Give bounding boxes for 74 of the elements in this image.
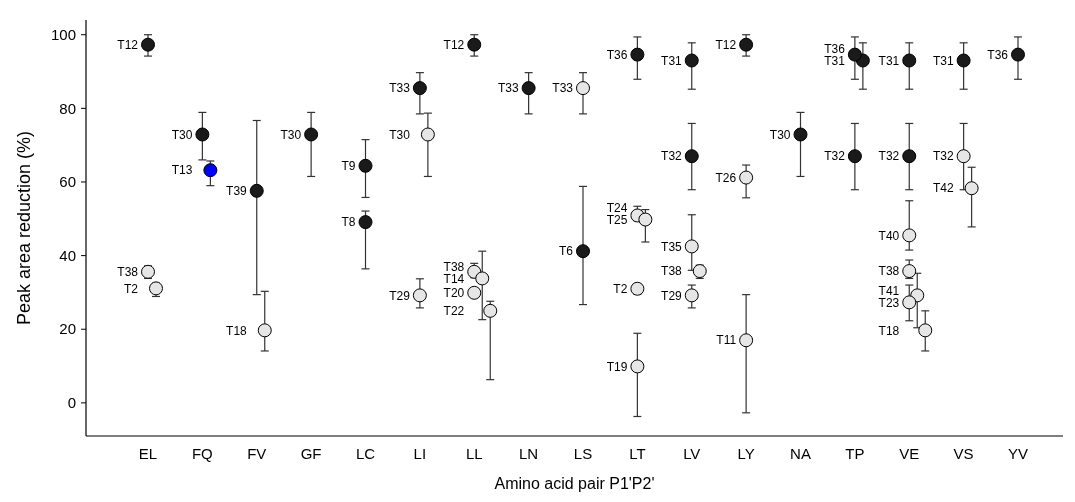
x-tick-label: LL bbox=[465, 445, 483, 462]
data-label: T30 bbox=[171, 127, 193, 142]
data-label: T33 bbox=[497, 81, 519, 96]
x-tick-label: LI bbox=[413, 445, 427, 462]
x-tick-label: LY bbox=[737, 445, 755, 462]
data-label: T19 bbox=[606, 359, 628, 374]
data-label: T33 bbox=[389, 81, 411, 96]
x-tick-label: VS bbox=[953, 445, 974, 462]
data-label: T2 bbox=[123, 281, 139, 296]
x-tick-label: LN bbox=[519, 445, 539, 462]
data-label: T36 bbox=[824, 41, 846, 56]
data-label: T29 bbox=[661, 288, 683, 303]
x-tick-label: LS bbox=[573, 445, 593, 462]
data-label: T30 bbox=[280, 127, 302, 142]
data-label: T30 bbox=[769, 127, 791, 142]
x-tick-label: EL bbox=[138, 445, 158, 462]
x-tick-label: LV bbox=[683, 445, 701, 462]
data-label: T20 bbox=[443, 285, 465, 300]
data-label: T39 bbox=[226, 184, 248, 199]
data-label: T18 bbox=[226, 323, 248, 338]
data-label: T14 bbox=[443, 271, 465, 286]
data-label: T26 bbox=[715, 170, 737, 185]
data-label: T11 bbox=[716, 333, 737, 348]
data-label: T32 bbox=[878, 149, 900, 164]
y-tick-label: 100 bbox=[50, 25, 76, 43]
data-label: T31 bbox=[932, 53, 954, 68]
data-label: T31 bbox=[824, 53, 846, 68]
data-label: T38 bbox=[117, 265, 139, 280]
data-label: T6 bbox=[558, 244, 574, 259]
data-label: T29 bbox=[389, 288, 411, 303]
data-label: T31 bbox=[661, 53, 683, 68]
data-label: T2 bbox=[613, 281, 628, 296]
data-label: T25 bbox=[606, 212, 628, 227]
data-label: T31 bbox=[878, 53, 900, 68]
y-tick-label: 20 bbox=[59, 320, 76, 338]
data-label: T12 bbox=[715, 37, 737, 52]
y-tick-label: 40 bbox=[59, 246, 76, 264]
data-label: T23 bbox=[878, 295, 900, 310]
x-tick-label: GF bbox=[300, 445, 322, 462]
x-tick-label: TP bbox=[845, 445, 865, 462]
data-label: T13 bbox=[171, 163, 193, 178]
x-tick-label: NA bbox=[790, 445, 811, 462]
data-label: T18 bbox=[878, 323, 900, 338]
y-axis-title: Peak area reduction (%) bbox=[14, 130, 34, 326]
x-tick-label: FV bbox=[247, 445, 267, 462]
data-label: T32 bbox=[661, 149, 683, 164]
data-label: T40 bbox=[878, 228, 900, 243]
data-label: T30 bbox=[389, 127, 411, 142]
x-tick-label: LT bbox=[629, 445, 646, 462]
data-label: T32 bbox=[932, 149, 954, 164]
data-label: T12 bbox=[443, 37, 465, 52]
x-tick-label: VE bbox=[899, 445, 920, 462]
data-label: T38 bbox=[443, 259, 465, 274]
x-tick-label: YV bbox=[1007, 445, 1029, 462]
data-label: T24 bbox=[606, 200, 628, 215]
data-label: T38 bbox=[878, 264, 900, 279]
y-tick-label: 60 bbox=[59, 173, 76, 191]
y-tick-label: 80 bbox=[59, 99, 76, 117]
data-label: T33 bbox=[552, 81, 574, 96]
x-axis-title: Amino acid pair P1'P2' bbox=[494, 475, 655, 492]
data-label: T32 bbox=[824, 149, 846, 164]
x-tick-label: LC bbox=[355, 445, 376, 462]
data-label: T35 bbox=[661, 239, 683, 254]
data-label: T9 bbox=[341, 158, 356, 173]
data-label: T36 bbox=[606, 47, 628, 62]
y-tick-label: 0 bbox=[67, 394, 76, 412]
data-label: T22 bbox=[443, 304, 465, 319]
data-label: T12 bbox=[117, 37, 139, 52]
x-tick-label: FQ bbox=[191, 445, 213, 462]
data-label: T41 bbox=[878, 283, 900, 298]
data-label: T38 bbox=[661, 264, 683, 279]
data-label: T36 bbox=[987, 47, 1009, 62]
data-label: T8 bbox=[341, 215, 356, 230]
data-label: T42 bbox=[932, 181, 954, 196]
